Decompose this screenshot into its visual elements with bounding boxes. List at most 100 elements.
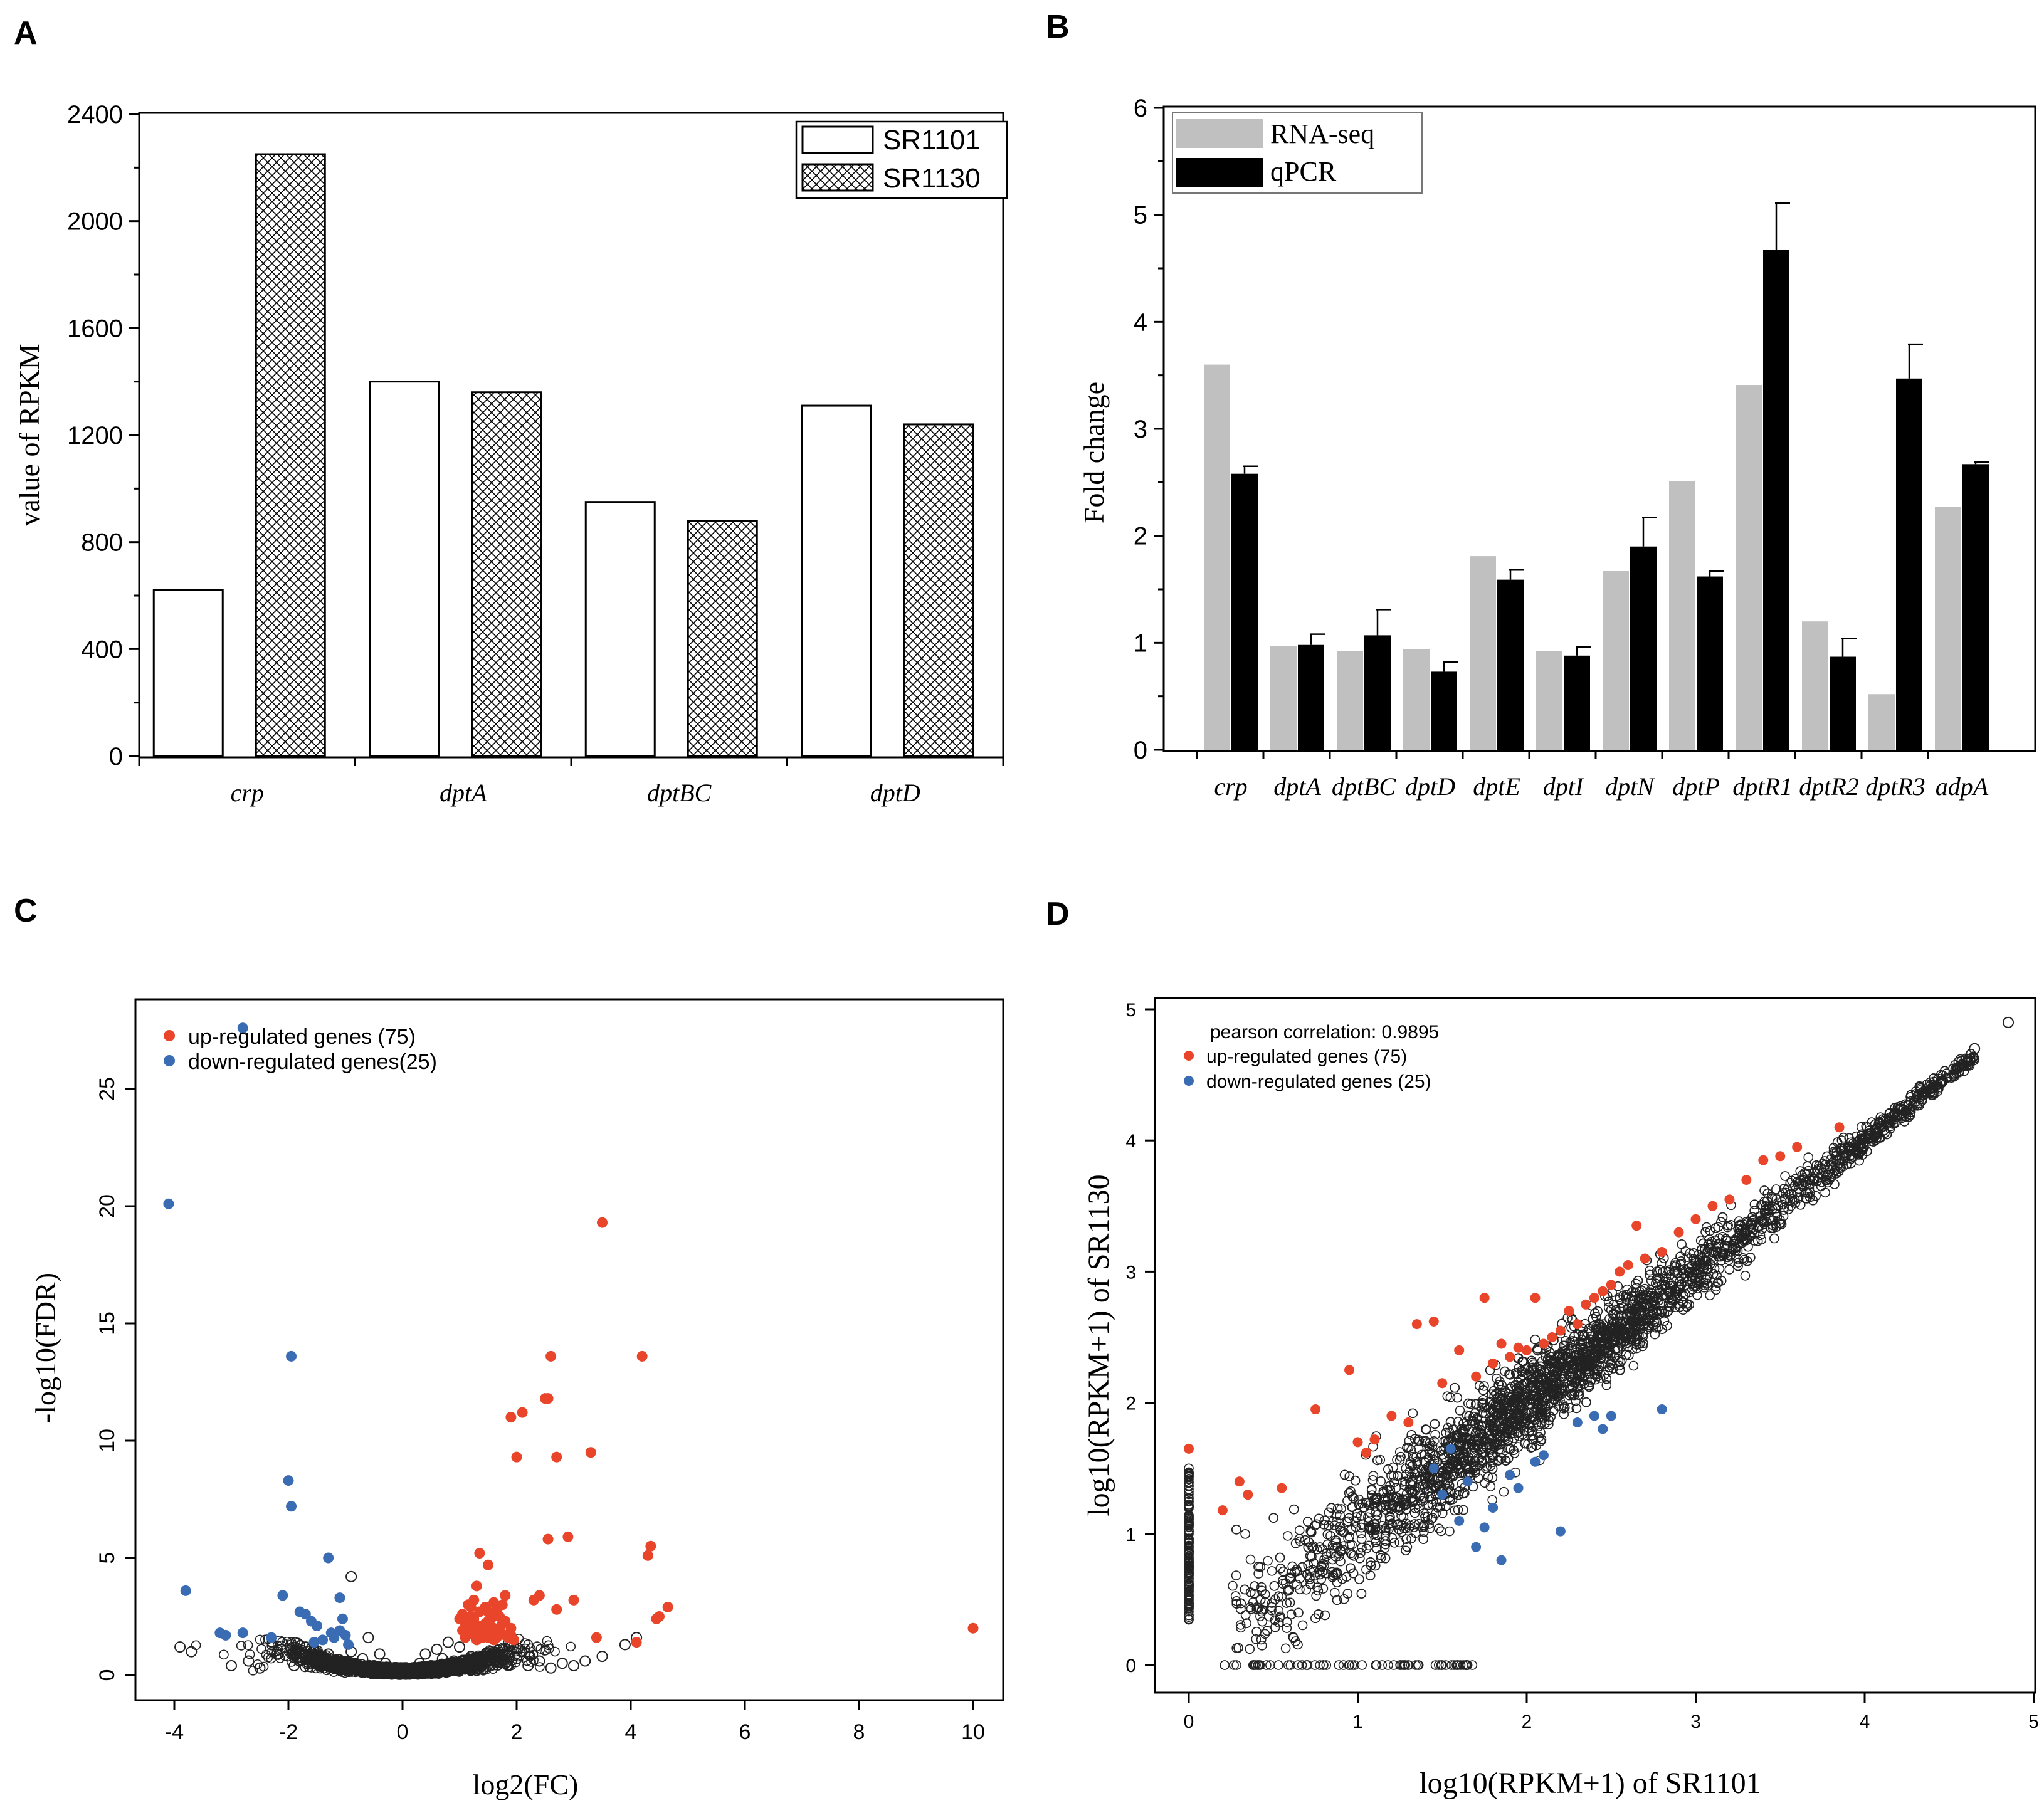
panel-letter-d: D: [1046, 896, 1070, 932]
panel-b-y-tick-label: 3: [1134, 416, 1147, 443]
panel-d-y-tick-label: 0: [1125, 1656, 1136, 1676]
panel-c-neutral-point: [287, 1639, 297, 1649]
panel-d-neutral-point: [1564, 1390, 1574, 1401]
panel-a-legend: SR1101 SR1130: [795, 120, 1008, 199]
panel-d-neutral-point: [1282, 1623, 1292, 1633]
panel-b-y-tick-label: 1: [1134, 629, 1147, 657]
panel-d-neutral-point: [1282, 1617, 1292, 1627]
panel-d-neutral-point: [1559, 1404, 1569, 1414]
panel-c-neutral-point: [275, 1653, 285, 1663]
panel-a-bar-sr1101-dptbc: [584, 501, 656, 757]
panel-c-neutral-point: [288, 1660, 300, 1672]
panel-d-y-tick-label: 1: [1125, 1525, 1136, 1545]
panel-c-neutral-point: [236, 1641, 246, 1651]
panel-b-bar-rnaseq-dptd: [1403, 649, 1430, 750]
panel-d-neutral-point: [1316, 1574, 1327, 1584]
panel-c-up-point: [545, 1350, 557, 1362]
panel-c-down-point: [220, 1629, 231, 1641]
panel-c-neutral-point: [436, 1653, 448, 1664]
panel-d-neutral-point: [1312, 1519, 1322, 1530]
panel-b-x-tick-label: dptR1: [1732, 772, 1793, 801]
panel-c-neutral-point: [248, 1666, 258, 1676]
panel-d-neutral-point: [1338, 1541, 1349, 1551]
panel-d-neutral-point: [1577, 1335, 1588, 1345]
panel-d-y-tick-label: 2: [1125, 1394, 1136, 1414]
panel-c-neutral-point: [253, 1659, 263, 1669]
panel-c-up-point: [474, 1548, 485, 1559]
panel-c-down-point: [266, 1632, 277, 1643]
panel-d-neutral-point: [1401, 1534, 1411, 1544]
panel-c-neutral-point: [277, 1640, 287, 1651]
panel-d-neutral-point: [1693, 1254, 1704, 1265]
panel-c-down-point: [334, 1592, 345, 1604]
panel-a-legend-swatch-sr1101: [801, 125, 874, 154]
panel-d-neutral-point: [1408, 1408, 1418, 1419]
panel-d-neutral-point: [1603, 1302, 1614, 1313]
panel-d-neutral-point: [1480, 1463, 1491, 1473]
panel-d-neutral-point: [1228, 1580, 1238, 1591]
panel-d-neutral-point: [1394, 1455, 1405, 1465]
panel-c-neutral-point: [403, 1669, 413, 1680]
panel-d-neutral-point: [1361, 1543, 1372, 1553]
panel-d-neutral-point: [1277, 1592, 1287, 1602]
panel-a-y-axis-label: value of RPKM: [13, 344, 45, 526]
panel-d-neutral-point: [1856, 1122, 1867, 1132]
panel-c-neutral-point: [243, 1655, 255, 1667]
panel-d-neutral-point: [1356, 1528, 1366, 1539]
panel-d-neutral-point: [1347, 1550, 1357, 1560]
panel-c-neutral-point: [542, 1636, 552, 1646]
panel-d-neutral-point: [1406, 1533, 1416, 1543]
panel-d-neutral-point: [1251, 1634, 1262, 1644]
panel-c-neutral-point: [385, 1662, 397, 1674]
panel-d-neutral-point: [1267, 1606, 1277, 1616]
panel-b-y-tick-label: 0: [1134, 737, 1147, 764]
panel-a-y-tick-label: 400: [81, 636, 123, 663]
panel-c-neutral-point: [488, 1648, 500, 1660]
panel-c-up-point: [500, 1616, 511, 1627]
panel-d-neutral-point: [1297, 1620, 1308, 1631]
panel-d-neutral-point: [1286, 1609, 1297, 1619]
panel-d-neutral-point: [1344, 1471, 1355, 1481]
panel-d-y-tick-label: 3: [1125, 1262, 1136, 1283]
panel-d-neutral-point: [1367, 1474, 1378, 1485]
panel-d-neutral-point: [1313, 1585, 1324, 1596]
panel-b-bar-qpcr-dptn: [1630, 546, 1657, 750]
panel-c-up-point: [645, 1540, 656, 1552]
panel-letter-a: A: [14, 15, 38, 51]
panel-b-bar-qpcr-dptbc: [1364, 635, 1391, 750]
panel-c-up-point: [483, 1606, 493, 1617]
panel-a-x-tick-label: dptD: [870, 779, 920, 807]
panel-b-bar-rnaseq-dpti: [1536, 651, 1562, 750]
panel-c-x-tick-label: 4: [625, 1720, 637, 1744]
panel-c-y-tick-label: 25: [95, 1077, 119, 1101]
panel-d-neutral-point: [1672, 1273, 1682, 1284]
panel-d-neutral-point: [1425, 1438, 1435, 1448]
panel-b-legend-swatch-qpcr: [1176, 158, 1263, 187]
panel-d-neutral-point: [1294, 1525, 1305, 1535]
panel-c-up-point: [483, 1559, 493, 1570]
panel-b-y-tick-label: 6: [1134, 95, 1147, 122]
panel-c-neutral-point: [579, 1655, 591, 1667]
panel-d-neutral-point: [1460, 1488, 1470, 1498]
panel-d-neutral-point: [1331, 1509, 1342, 1520]
panel-c-neutral-point: [493, 1661, 503, 1671]
panel-b-bars: [1204, 202, 1989, 750]
panel-d-neutral-point: [1715, 1251, 1725, 1262]
panel-letter-b: B: [1046, 9, 1070, 45]
panel-d-neutral-point: [1684, 1300, 1695, 1310]
panel-d-neutral-point: [1724, 1264, 1735, 1275]
panel-d-neutral-point: [1453, 1505, 1463, 1515]
panel-d-neutral-point: [1381, 1505, 1391, 1515]
panel-c-neutral-point: [191, 1640, 201, 1651]
panel-b-x-tick-label: dptA: [1273, 772, 1321, 801]
panel-b-bar-qpcr-dptr1: [1763, 250, 1789, 750]
panel-a-x-tick-label: dptBC: [647, 779, 712, 807]
panel-c-down-point: [163, 1198, 174, 1209]
panel-c-neutral-point: [362, 1632, 374, 1644]
panel-a-x-tick-label: crp: [231, 779, 264, 807]
panel-c-neutral-point: [226, 1660, 237, 1672]
panel-c-up-point: [454, 1613, 465, 1624]
